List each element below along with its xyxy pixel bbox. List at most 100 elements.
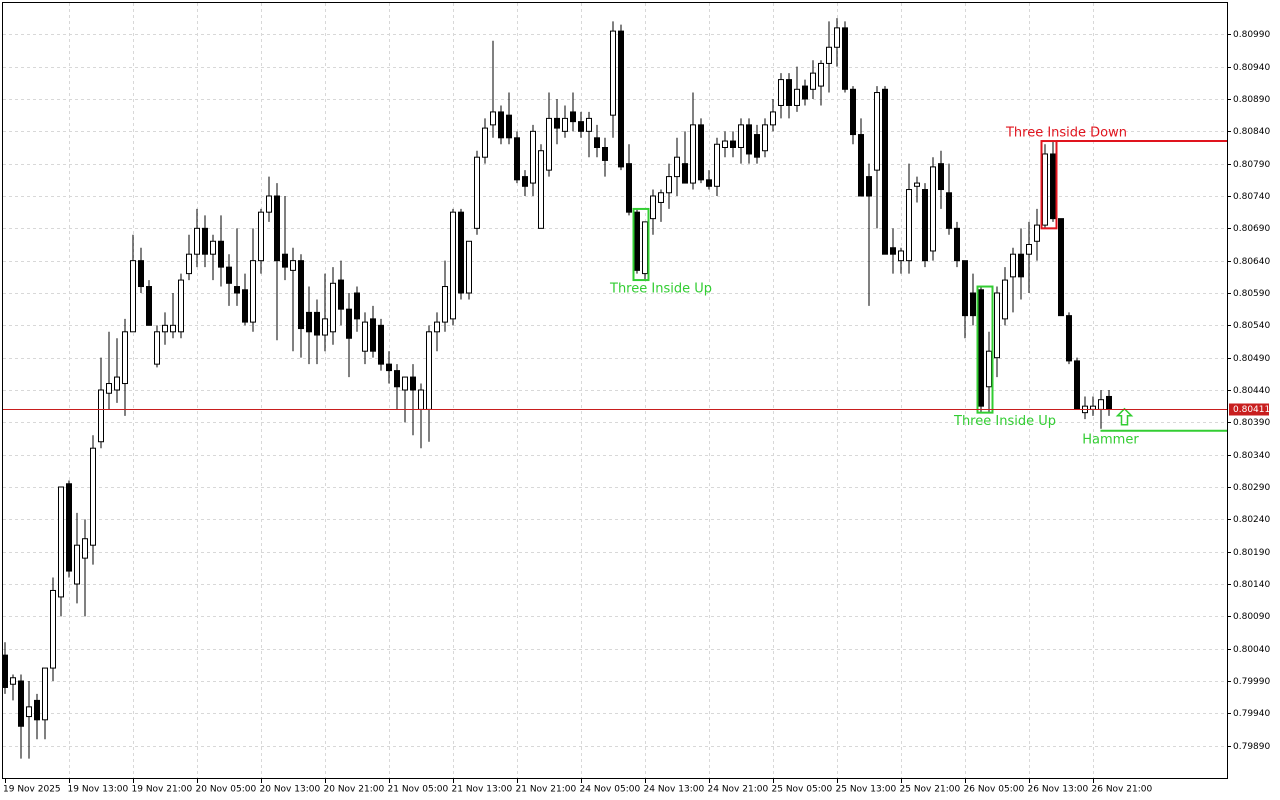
candle-body bbox=[994, 292, 1000, 359]
candle bbox=[378, 318, 384, 371]
candle-body bbox=[482, 127, 488, 158]
candle bbox=[138, 247, 144, 293]
candle-body bbox=[538, 150, 544, 229]
y-tick-label: 0.80540 bbox=[1233, 321, 1270, 331]
candle-body bbox=[586, 117, 592, 132]
candle bbox=[850, 86, 856, 145]
candle-body bbox=[650, 195, 656, 220]
candle bbox=[962, 260, 968, 339]
candle bbox=[258, 208, 264, 274]
pattern-label: Three Inside Up bbox=[609, 282, 712, 297]
candle bbox=[1034, 208, 1040, 261]
candle-body bbox=[362, 321, 368, 352]
candle bbox=[538, 144, 544, 229]
x-tick-label: 25 Nov 21:00 bbox=[900, 785, 961, 795]
pattern-box bbox=[632, 207, 650, 282]
candle bbox=[778, 73, 784, 119]
candle bbox=[546, 92, 552, 177]
candle-body bbox=[1026, 244, 1032, 255]
candle bbox=[626, 144, 632, 216]
candle bbox=[162, 312, 168, 345]
candle-body bbox=[18, 680, 24, 727]
y-tick-label: 0.80440 bbox=[1233, 386, 1270, 396]
candle bbox=[298, 254, 304, 358]
candle-body bbox=[434, 321, 440, 333]
candle-body bbox=[522, 176, 528, 187]
candle-body bbox=[690, 124, 696, 184]
candle bbox=[698, 118, 704, 184]
candle-body bbox=[810, 72, 816, 90]
x-tick-label: 26 Nov 05:00 bbox=[964, 785, 1025, 795]
candle bbox=[250, 228, 256, 332]
candle-body bbox=[146, 286, 152, 326]
candle-body bbox=[106, 383, 112, 394]
candle-body bbox=[834, 27, 840, 48]
candle bbox=[994, 286, 1000, 378]
candle-body bbox=[514, 137, 520, 181]
candle-body bbox=[234, 286, 240, 294]
candle bbox=[674, 137, 680, 196]
candle-body bbox=[290, 260, 296, 271]
candle bbox=[522, 170, 528, 196]
candle bbox=[194, 208, 200, 268]
candle-body bbox=[154, 331, 160, 365]
candle-body bbox=[50, 589, 56, 669]
candle-body bbox=[706, 179, 712, 187]
candle-body bbox=[250, 260, 256, 323]
candle-body bbox=[658, 192, 664, 203]
candle-body bbox=[426, 331, 432, 410]
y-tick-label: 0.80790 bbox=[1233, 160, 1270, 170]
y-tick-label: 0.80990 bbox=[1233, 30, 1270, 40]
candle bbox=[602, 137, 608, 177]
candle-body bbox=[1098, 399, 1104, 410]
candle bbox=[690, 92, 696, 190]
candle bbox=[186, 234, 192, 281]
candle-body bbox=[402, 376, 408, 391]
candle-body bbox=[266, 195, 272, 213]
candle bbox=[722, 131, 728, 158]
candle-body bbox=[90, 447, 96, 546]
candle-body bbox=[378, 324, 384, 365]
candle bbox=[1002, 267, 1008, 326]
y-tick-label: 0.80390 bbox=[1233, 418, 1270, 428]
candle bbox=[834, 18, 840, 67]
candle-body bbox=[762, 124, 768, 152]
candle-body bbox=[698, 124, 704, 181]
candle bbox=[610, 21, 616, 138]
candle-body bbox=[418, 389, 424, 410]
x-tick-label: 20 Nov 05:00 bbox=[196, 785, 257, 795]
current-price-tag bbox=[1229, 403, 1269, 416]
candle-body bbox=[138, 260, 144, 288]
candle-body bbox=[1106, 395, 1112, 410]
candle bbox=[826, 21, 832, 93]
candle bbox=[74, 512, 80, 604]
candle-body bbox=[322, 318, 328, 336]
y-tick-label: 0.80640 bbox=[1233, 257, 1270, 267]
y-tick-label: 0.80140 bbox=[1233, 580, 1270, 590]
candle bbox=[506, 92, 512, 145]
candle bbox=[282, 196, 288, 281]
candle bbox=[450, 208, 456, 326]
candle-body bbox=[1074, 360, 1080, 410]
candle-body bbox=[194, 227, 200, 255]
candle-body bbox=[610, 30, 616, 116]
x-tick-label: 19 Nov 21:00 bbox=[132, 785, 193, 795]
x-tick-label: 24 Nov 13:00 bbox=[644, 785, 705, 795]
candle bbox=[338, 260, 344, 326]
candle bbox=[738, 118, 744, 164]
candle bbox=[346, 293, 352, 378]
candle-body bbox=[82, 538, 88, 559]
candle bbox=[794, 66, 800, 112]
y-tick-label: 0.80690 bbox=[1233, 224, 1270, 234]
candle bbox=[170, 293, 176, 339]
y-tick-label: 0.80890 bbox=[1233, 95, 1270, 105]
candle bbox=[266, 176, 272, 222]
candle bbox=[226, 254, 232, 306]
candle-body bbox=[258, 211, 264, 262]
y-tick-label: 0.80740 bbox=[1233, 192, 1270, 202]
candle-body bbox=[882, 88, 888, 255]
candle-body bbox=[954, 227, 960, 262]
candle-body bbox=[890, 247, 896, 255]
candle bbox=[978, 286, 984, 413]
candle-body bbox=[594, 137, 600, 149]
